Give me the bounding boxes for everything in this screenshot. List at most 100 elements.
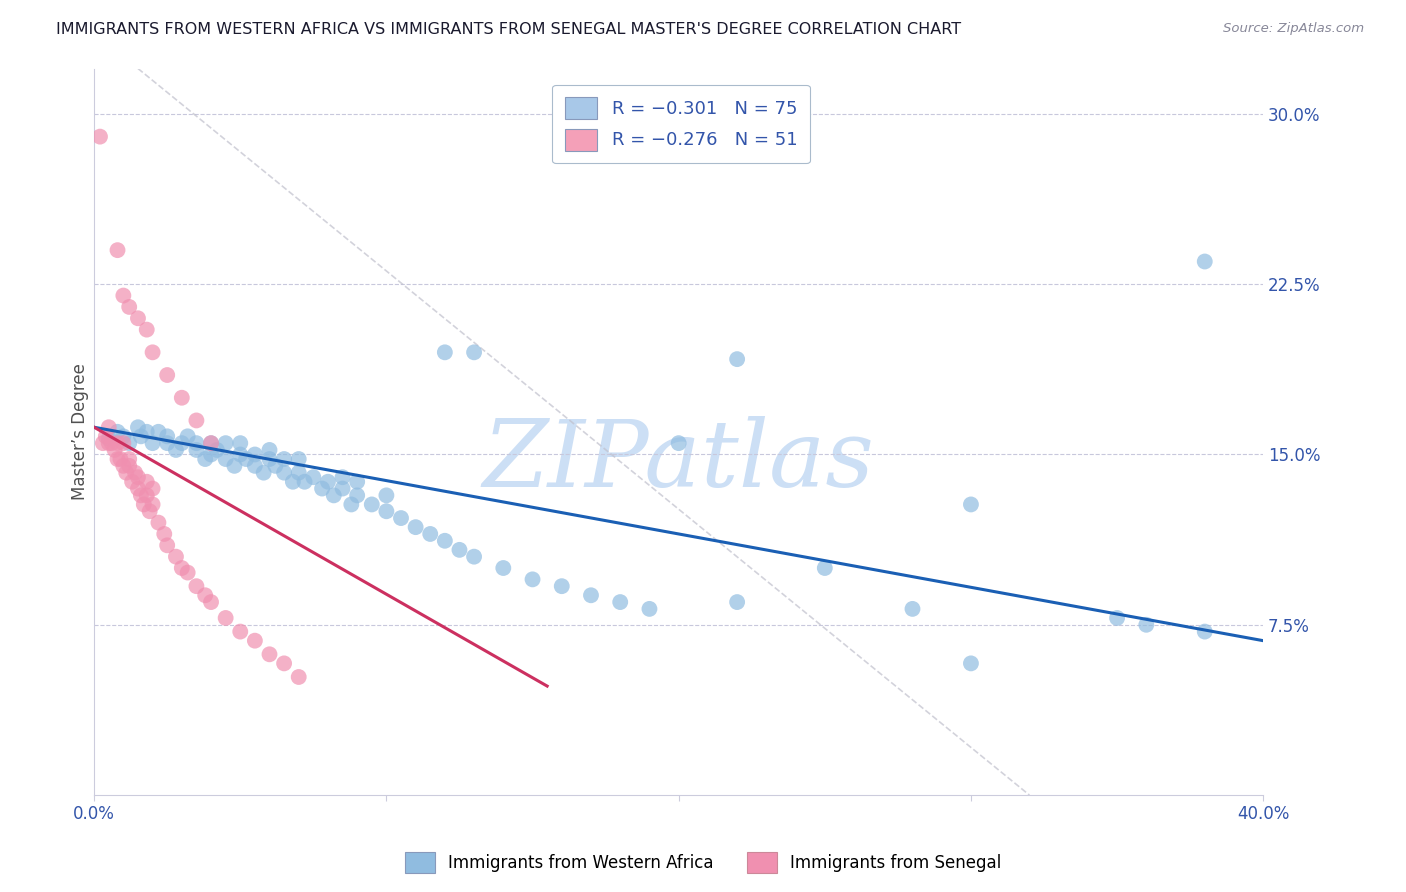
Point [1194,624,1216,639]
Point [100,436,122,450]
Point [302,470,325,484]
Point [287,452,309,467]
Point [142,498,165,512]
Point [170,561,193,575]
Point [118,452,141,467]
Point [121,475,143,489]
Point [960,657,983,671]
Point [107,425,129,439]
Point [253,466,276,480]
Point [170,391,193,405]
Point [273,657,295,671]
Point [322,488,344,502]
Point [138,504,160,518]
Point [433,533,456,548]
Point [273,466,295,480]
Point [176,566,198,580]
Point [129,429,152,443]
Point [243,633,266,648]
Point [316,475,339,489]
Point [89,129,111,144]
Point [609,595,631,609]
Legend: R = −0.301   N = 75, R = −0.276   N = 51: R = −0.301 N = 75, R = −0.276 N = 51 [553,85,810,163]
Point [153,527,176,541]
Point [97,420,120,434]
Point [492,561,515,575]
Point [165,549,187,564]
Point [170,436,193,450]
Point [264,458,287,473]
Point [259,648,281,662]
Point [725,595,748,609]
Point [148,516,170,530]
Point [118,436,141,450]
Point [901,602,924,616]
Point [112,429,135,443]
Point [97,436,120,450]
Point [156,436,179,450]
Text: IMMIGRANTS FROM WESTERN AFRICA VS IMMIGRANTS FROM SENEGAL MASTER'S DEGREE CORREL: IMMIGRANTS FROM WESTERN AFRICA VS IMMIGR… [56,22,962,37]
Point [115,466,138,480]
Point [107,436,129,450]
Point [243,448,266,462]
Point [94,429,117,443]
Point [200,595,222,609]
Point [273,452,295,467]
Point [135,475,157,489]
Point [814,561,837,575]
Point [148,425,170,439]
Point [433,345,456,359]
Point [127,420,149,434]
Point [449,542,471,557]
Point [127,311,149,326]
Point [259,452,281,467]
Point [91,436,114,450]
Point [375,488,398,502]
Point [340,498,363,512]
Point [107,243,129,257]
Point [1135,617,1157,632]
Point [638,602,661,616]
Point [346,488,368,502]
Point [281,475,304,489]
Point [522,573,544,587]
Point [668,436,690,450]
Point [214,436,236,450]
Point [235,452,257,467]
Point [287,466,309,480]
Point [360,498,382,512]
Point [142,436,165,450]
Point [112,436,135,450]
Point [579,588,602,602]
Point [135,323,157,337]
Point [156,429,179,443]
Point [142,482,165,496]
Text: Source: ZipAtlas.com: Source: ZipAtlas.com [1223,22,1364,36]
Text: ZIPatlas: ZIPatlas [482,416,875,506]
Point [214,452,236,467]
Point [725,352,748,367]
Point [287,670,309,684]
Point [127,470,149,484]
Point [205,442,228,457]
Point [186,442,208,457]
Point [103,442,125,457]
Point [118,458,141,473]
Point [110,452,132,467]
Point [1107,611,1129,625]
Point [200,436,222,450]
Point [332,470,354,484]
Point [200,448,222,462]
Point [194,588,217,602]
Point [165,442,187,457]
Point [214,611,236,625]
Point [419,527,441,541]
Point [405,520,427,534]
Point [132,498,155,512]
Point [389,511,412,525]
Point [229,448,252,462]
Point [200,436,222,450]
Point [551,579,574,593]
Point [186,579,208,593]
Point [135,488,157,502]
